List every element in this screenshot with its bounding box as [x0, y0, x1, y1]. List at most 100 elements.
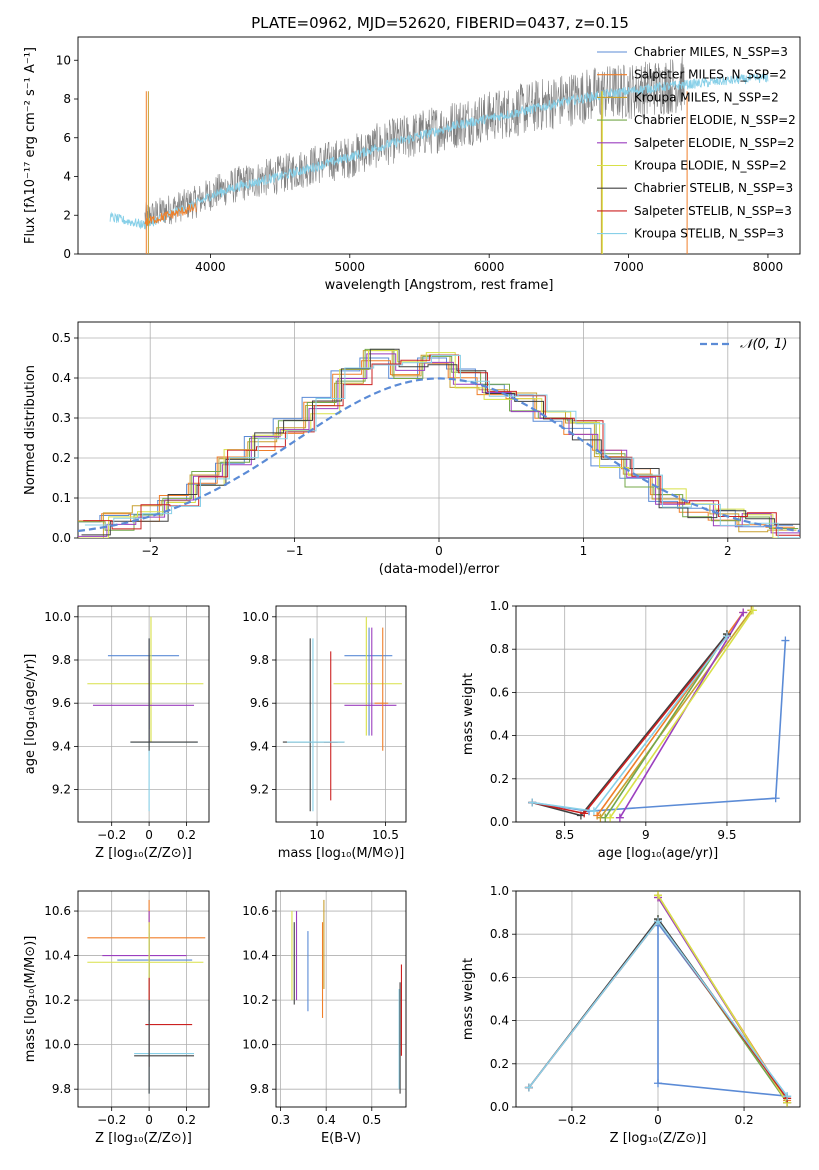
y-tick-label: 0.5	[52, 331, 71, 345]
series-line	[532, 635, 728, 813]
x-tick-label: 7000	[613, 260, 644, 274]
y-tick-label: 0.3	[52, 411, 71, 425]
x-tick-label: −0.2	[557, 1113, 586, 1127]
histogram-step-line	[81, 348, 800, 536]
mass-vs-extinction-panel: 0.3 0.4 0.5 9.8 10.0 10.2 10.4 10.6 E(B-V)	[242, 890, 407, 1146]
mass-weight-vs-metallicity-plot-area	[524, 891, 792, 1107]
legend-label: Kroupa STELIB, N_SSP=3	[634, 227, 784, 241]
age-vs-metallicity-panel: −0.2 0 0.2 9.2 9.4 9.6 9.8 10.0 Z [log₁₀(Z/Z⊙)] a…	[23, 605, 210, 861]
legend-label: Chabrier MILES, N_SSP=3	[634, 45, 788, 59]
y-tick-label: 0.2	[52, 451, 71, 465]
spectrum-plot-area	[109, 55, 769, 254]
y-tick-label: 10.0	[44, 610, 71, 624]
x-tick-label: 8.5	[555, 828, 574, 842]
y-tick-label: 0.8	[490, 927, 509, 941]
y-tick-label: 9.4	[250, 739, 269, 753]
x-axis-label: E(B-V)	[321, 1131, 361, 1146]
x-tick-label: 6000	[474, 260, 505, 274]
mass-weight-vs-age-panel: 8.5 9 9.5 0.0 0.2 0.4 0.6 0.8 1.0 age [log₁₀(age/…	[461, 599, 801, 861]
series-marker	[781, 636, 790, 645]
mass-vs-metallicity-plot-area	[87, 899, 206, 1094]
x-tick-label: 0	[654, 1113, 662, 1127]
legend-label: Salpeter ELODIE, N_SSP=2	[634, 136, 795, 150]
legend-label: Chabrier STELIB, N_SSP=3	[634, 181, 793, 195]
y-tick-label: 10.4	[242, 949, 269, 963]
y-tick-label: 9.8	[250, 1082, 269, 1096]
y-tick-label: 2	[63, 208, 71, 222]
x-axis-label: Z [log₁₀(Z/Z⊙)]	[610, 1131, 707, 1146]
legend-label: 𝒩(0, 1)	[740, 337, 787, 352]
y-tick-label: 0.6	[490, 685, 509, 699]
x-axis-label: wavelength [Angstrom, rest frame]	[325, 278, 554, 293]
observed-spectrum-line	[144, 55, 685, 227]
series-marker	[615, 813, 624, 822]
x-tick-label: 5000	[335, 260, 366, 274]
spectrum-legend: Chabrier MILES, N_SSP=3 Salpeter MILES, N…	[597, 45, 796, 241]
series-marker	[722, 632, 731, 641]
x-tick-label: 1	[580, 544, 588, 558]
series-line	[599, 609, 752, 819]
model-line	[144, 201, 197, 226]
y-tick-label: 0.4	[490, 1014, 509, 1028]
x-axis-label: (data-model)/error	[379, 562, 500, 577]
series-marker	[524, 1083, 533, 1092]
x-tick-label: 0.2	[177, 828, 196, 842]
mass-vs-metallicity-panel: −0.2 0 0.2 9.8 10.0 10.2 10.4 10.6 Z [log₁₀(Z/Z⊙…	[23, 890, 210, 1146]
histogram-plot-area	[78, 348, 800, 538]
x-axis-label: Z [log₁₀(Z/Z⊙)]	[95, 1131, 192, 1146]
histogram-step-line	[78, 348, 799, 531]
x-tick-label: −0.2	[97, 1113, 126, 1127]
y-tick-label: 0.1	[52, 491, 71, 505]
x-axis-label: age [log₁₀(age/yr)]	[598, 846, 719, 861]
series-marker	[606, 813, 615, 822]
x-tick-label: −0.2	[97, 828, 126, 842]
series-marker	[654, 917, 662, 926]
x-tick-label: 0	[145, 828, 153, 842]
series-marker	[748, 606, 757, 615]
series-marker	[654, 1079, 662, 1088]
y-tick-label: 10.6	[242, 904, 269, 918]
axes-frame	[275, 890, 407, 1108]
y-tick-label: 9.6	[250, 696, 269, 710]
y-axis-label: Flux [fλ10⁻¹⁷ erg cm⁻² s⁻¹ A⁻¹]	[23, 47, 38, 244]
y-tick-label: 0.4	[52, 371, 71, 385]
spectrum-panel: 4000 5000 6000 7000 8000 0 2 4 6 8 10 wavelength [A…	[23, 36, 801, 293]
y-tick-label: 0.2	[490, 772, 509, 786]
y-tick-label: 9.2	[52, 783, 71, 797]
x-tick-label: 0.3	[271, 1113, 290, 1127]
legend-label: Kroupa ELODIE, N_SSP=2	[634, 159, 787, 173]
x-tick-label: 0.4	[317, 1113, 336, 1127]
x-tick-label: 0.2	[735, 1113, 754, 1127]
series-marker	[589, 807, 598, 816]
mass-weight-vs-age-plot-area	[528, 606, 790, 822]
y-tick-label: 0.0	[490, 815, 509, 829]
y-tick-label: 8	[63, 92, 71, 106]
y-tick-label: 10.2	[44, 993, 71, 1007]
model-line	[109, 73, 769, 230]
x-tick-label: 10.5	[372, 828, 399, 842]
age-vs-mass-plot-area	[282, 616, 402, 812]
y-tick-label: 0.2	[490, 1057, 509, 1071]
age-vs-metallicity-plot-area	[87, 616, 204, 812]
series-marker	[580, 809, 589, 818]
y-axis-label: Normed distribution	[23, 365, 38, 495]
y-tick-label: 0.4	[490, 729, 509, 743]
y-tick-label: 0.6	[490, 970, 509, 984]
mass-vs-extinction-plot-area	[291, 899, 402, 1094]
y-tick-label: 0.0	[52, 531, 71, 545]
y-axis-label: mass [log₁₀(M/M⊙)]	[23, 936, 38, 1063]
y-tick-label: 0.8	[490, 642, 509, 656]
histogram-step-line	[78, 353, 800, 537]
axes-frame	[77, 605, 210, 823]
figure-title: PLATE=0962, MJD=52620, FIBERID=0437, z=0…	[251, 14, 629, 32]
y-tick-label: 10.2	[242, 993, 269, 1007]
x-tick-label: 0.5	[362, 1113, 381, 1127]
mass-weight-vs-metallicity-panel: −0.2 0 0.2 0.0 0.2 0.4 0.6 0.8 1.0 Z [log₁₀(Z/Z⊙)…	[461, 884, 801, 1146]
x-tick-label: 8000	[753, 260, 784, 274]
x-tick-label: 4000	[195, 260, 226, 274]
y-tick-label: 9.8	[52, 1082, 71, 1096]
histogram-panel: −2 −1 0 1 2 0.0 0.1 0.2 0.3 0.4 0.5 (data-model)/er…	[23, 321, 801, 577]
x-tick-label: −1	[286, 544, 304, 558]
x-tick-label: 0	[145, 1113, 153, 1127]
